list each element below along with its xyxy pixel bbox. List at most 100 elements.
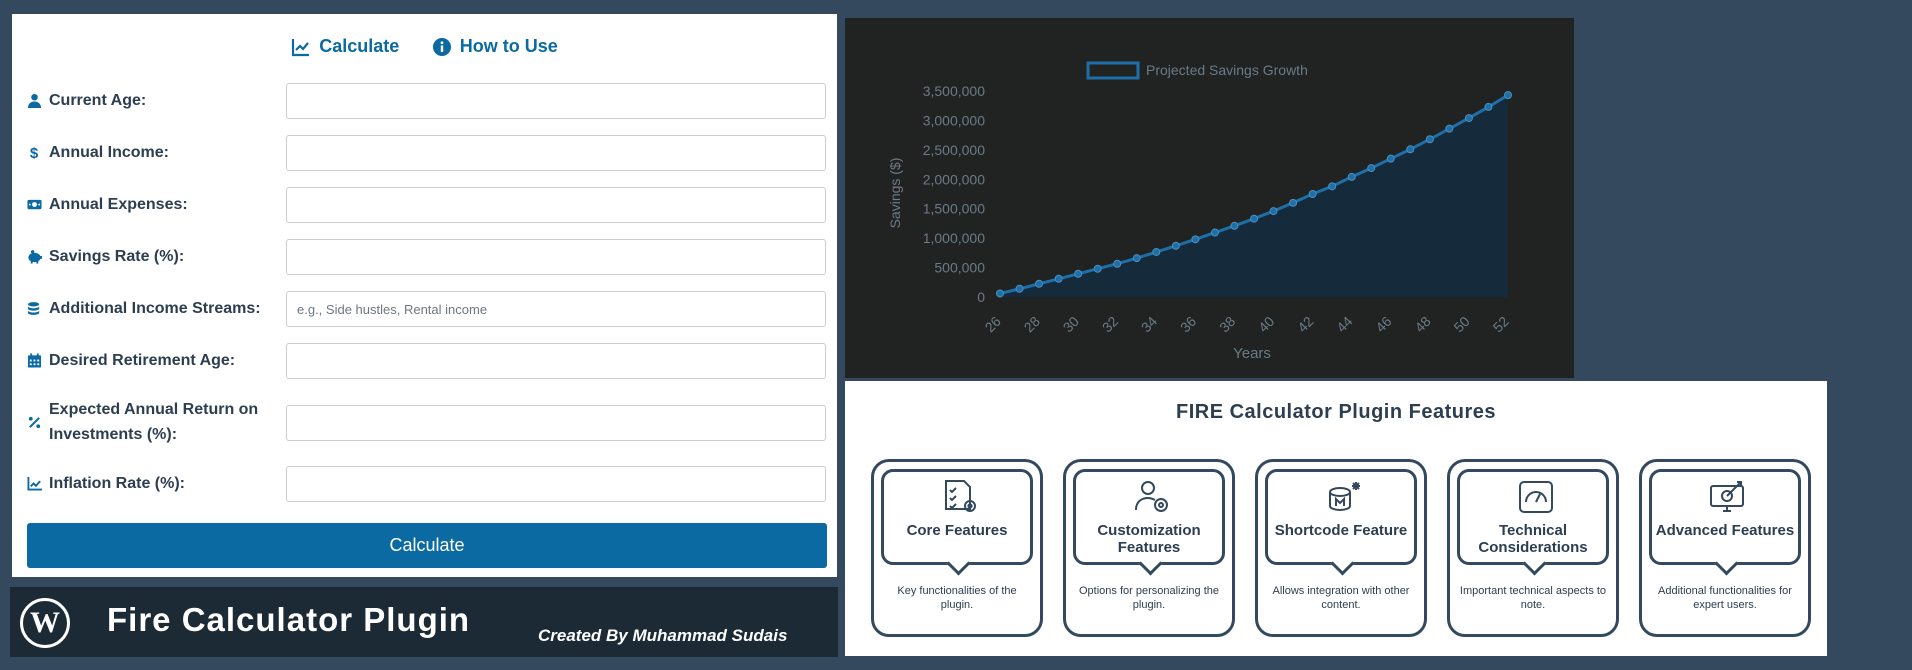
x-tick-label: 40 (1255, 313, 1277, 335)
data-point[interactable] (1113, 259, 1122, 268)
feature-card-core: Core Features Key functionalities of the… (871, 459, 1043, 637)
data-point[interactable] (1386, 154, 1395, 163)
data-point[interactable] (1250, 214, 1258, 223)
x-tick-label: 28 (1021, 313, 1043, 335)
x-tick-label: 34 (1138, 313, 1160, 335)
x-tick-label: 52 (1490, 313, 1512, 335)
inflation-rate-input[interactable] (286, 466, 826, 502)
retirement-age-input[interactable] (286, 343, 826, 379)
field-expected-return: Expected Annual Return on Investments (%… (12, 401, 837, 443)
savings-area (1000, 95, 1508, 297)
data-point[interactable] (1406, 145, 1415, 154)
field-current-age: Current Age: (12, 80, 837, 120)
x-tick-label: 44 (1333, 313, 1355, 335)
banner-credit: Created By Muhammad Sudais (538, 626, 788, 645)
x-tick-label: 36 (1177, 313, 1199, 335)
tab-calculate-label: Calculate (319, 36, 400, 56)
field-inflation-rate: Inflation Rate (%): (12, 463, 837, 503)
calendar-icon (26, 352, 42, 368)
field-additional-income: Additional Income Streams: (12, 288, 837, 328)
user-gear-icon (1135, 481, 1168, 512)
current-age-label: Current Age: (49, 91, 147, 109)
x-tick-label: 26 (982, 313, 1004, 335)
annual-income-label: Annual Income: (49, 143, 170, 161)
x-tick-label: 42 (1294, 313, 1316, 335)
field-retirement-age: Desired Retirement Age: (12, 340, 837, 380)
x-tick-label: 38 (1216, 313, 1238, 335)
current-age-input[interactable] (286, 83, 826, 119)
calculator-form: Calculate How to Use Current Age: $ Annu… (12, 14, 837, 577)
shortcode-icon (1329, 482, 1360, 512)
features-title: FIRE Calculator Plugin Features (1175, 401, 1496, 423)
data-point[interactable] (996, 289, 1004, 298)
features-infographic: FIRE Calculator Plugin Features Core Fea… (845, 381, 1827, 656)
data-point[interactable] (1504, 91, 1512, 100)
feature-title-advanced: Advanced Features (1655, 522, 1795, 539)
data-point[interactable] (1230, 221, 1239, 230)
data-point[interactable] (1210, 228, 1219, 237)
additional-income-input[interactable] (286, 291, 826, 327)
feature-desc-advanced: Additional functionalities for expert us… (1658, 585, 1792, 611)
data-point[interactable] (1015, 284, 1024, 293)
checklist-gear-icon (945, 480, 976, 512)
data-point[interactable] (1152, 247, 1161, 256)
y-tick-label: 2,500,000 (923, 142, 985, 158)
data-point[interactable] (1425, 135, 1434, 144)
savings-chart-svg: Projected Savings Growth Savings ($) Yea… (887, 61, 1512, 362)
chart-legend[interactable]: Projected Savings Growth (1086, 61, 1308, 80)
annual-income-input[interactable] (286, 135, 826, 171)
field-savings-rate: Savings Rate (%): (12, 236, 837, 276)
chart-line-icon (292, 38, 310, 56)
data-point[interactable] (1464, 114, 1473, 123)
inflation-rate-label: Inflation Rate (%): (49, 474, 185, 492)
savings-chart: Projected Savings Growth Savings ($) Yea… (845, 18, 1574, 378)
data-point[interactable] (1445, 124, 1454, 133)
annual-expenses-input[interactable] (286, 187, 826, 223)
chart-line-icon (26, 475, 42, 491)
feature-desc-customization: Options for personalizing the plugin. (1078, 585, 1220, 611)
plugin-banner: W Fire Calculator Plugin Created By Muha… (10, 587, 838, 657)
data-point[interactable] (1093, 264, 1102, 273)
feature-card-shortcode: Shortcode Feature Allows integration wit… (1255, 459, 1427, 637)
data-point[interactable] (1347, 172, 1356, 181)
annual-expenses-label: Annual Expenses: (49, 195, 188, 213)
data-point[interactable] (1289, 198, 1298, 207)
data-point[interactable] (1269, 207, 1278, 216)
data-point[interactable] (1171, 241, 1180, 250)
percent-icon (26, 414, 42, 430)
coins-icon (26, 300, 42, 316)
data-point[interactable] (1054, 274, 1063, 283)
user-icon (26, 92, 42, 108)
x-axis-title: Years (1233, 345, 1271, 362)
additional-income-label: Additional Income Streams: (49, 299, 261, 317)
piggy-bank-icon (26, 248, 42, 264)
tab-calculate[interactable]: Calculate (291, 36, 399, 57)
feature-desc-technical: Important technical aspects to note. (1459, 585, 1607, 611)
feature-title-shortcode: Shortcode Feature (1274, 522, 1408, 539)
savings-rate-input[interactable] (286, 239, 826, 275)
data-point[interactable] (1132, 254, 1141, 263)
data-point[interactable] (1191, 235, 1200, 244)
feature-title-core: Core Features (906, 522, 1008, 539)
expected-return-input[interactable] (286, 405, 826, 441)
data-point[interactable] (1328, 182, 1337, 191)
tab-how-to-use[interactable]: How to Use (432, 36, 558, 57)
y-tick-label: 2,000,000 (923, 171, 985, 187)
y-tick-label: 3,000,000 (923, 112, 985, 128)
feature-desc-core: Key functionalities of the plugin. (897, 585, 1017, 611)
data-point[interactable] (1035, 279, 1044, 288)
data-point[interactable] (1074, 269, 1083, 278)
feature-card-advanced: Advanced Features Additional functionali… (1639, 459, 1811, 637)
field-annual-income: $ Annual Income: (12, 132, 837, 172)
calculate-button[interactable]: Calculate (27, 523, 827, 568)
data-point[interactable] (1308, 190, 1317, 198)
y-tick-label: 500,000 (934, 260, 985, 276)
data-point[interactable] (1367, 164, 1376, 173)
y-tick-label: 3,500,000 (923, 83, 985, 99)
retirement-age-label: Desired Retirement Age: (49, 351, 236, 369)
data-point[interactable] (1484, 102, 1493, 111)
y-tick-label: 1,000,000 (923, 230, 985, 246)
x-tick-label: 48 (1411, 313, 1433, 335)
y-tick-label: 0 (977, 289, 985, 305)
banner-title: Fire Calculator Plugin (107, 601, 471, 638)
